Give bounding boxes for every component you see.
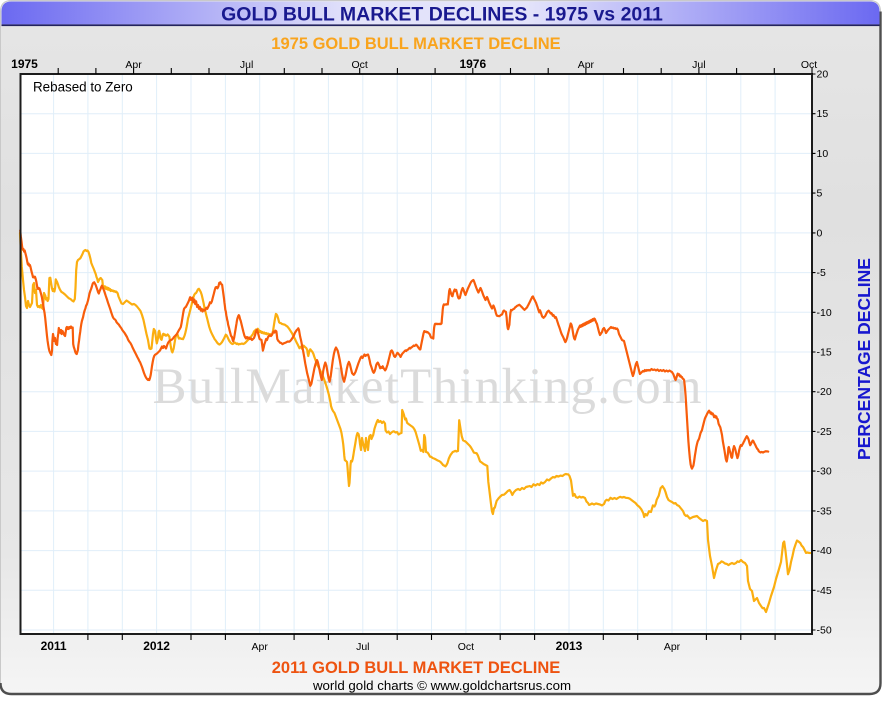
svg-text:-40: -40: [817, 545, 832, 557]
svg-text:1975: 1975: [11, 57, 38, 71]
svg-text:Rebased to Zero: Rebased to Zero: [33, 80, 133, 95]
svg-text:PERCENTAGE DECLINE: PERCENTAGE DECLINE: [854, 258, 874, 460]
svg-text:Jul: Jul: [240, 59, 253, 71]
svg-text:-35: -35: [817, 505, 832, 517]
svg-text:2011 GOLD BULL MARKET DECLINE: 2011 GOLD BULL MARKET DECLINE: [272, 659, 560, 677]
svg-text:15: 15: [817, 108, 829, 120]
svg-text:-30: -30: [817, 466, 832, 478]
svg-text:Jul: Jul: [356, 641, 369, 653]
svg-text:10: 10: [817, 148, 829, 160]
svg-text:Jul: Jul: [692, 59, 705, 71]
svg-text:Oct: Oct: [458, 641, 474, 653]
svg-text:-50: -50: [817, 625, 832, 637]
svg-text:-5: -5: [817, 267, 826, 279]
svg-text:BullMarketThinking.com: BullMarketThinking.com: [153, 359, 702, 415]
svg-text:-20: -20: [817, 386, 832, 398]
svg-text:2012: 2012: [143, 639, 170, 653]
svg-text:1975 GOLD BULL MARKET DECLINE: 1975 GOLD BULL MARKET DECLINE: [271, 35, 560, 53]
svg-text:Apr: Apr: [664, 641, 681, 653]
svg-text:2013: 2013: [556, 639, 583, 653]
svg-text:GOLD BULL MARKET DECLINES - 19: GOLD BULL MARKET DECLINES - 1975 vs 2011: [221, 4, 663, 26]
svg-text:5: 5: [817, 188, 823, 200]
svg-text:Oct: Oct: [801, 59, 817, 71]
svg-text:world gold charts © www.goldch: world gold charts © www.goldchartsrus.co…: [312, 678, 571, 693]
svg-text:2011: 2011: [41, 639, 67, 653]
svg-text:-25: -25: [817, 426, 832, 438]
svg-text:-10: -10: [817, 307, 832, 319]
svg-text:0: 0: [817, 227, 823, 239]
svg-text:-45: -45: [817, 585, 832, 597]
svg-text:1976: 1976: [459, 57, 486, 71]
svg-text:20: 20: [817, 69, 829, 81]
svg-text:Apr: Apr: [578, 59, 595, 71]
svg-text:Apr: Apr: [125, 59, 142, 71]
svg-text:-15: -15: [817, 347, 832, 359]
svg-text:Oct: Oct: [352, 59, 368, 71]
svg-text:Apr: Apr: [252, 641, 269, 653]
